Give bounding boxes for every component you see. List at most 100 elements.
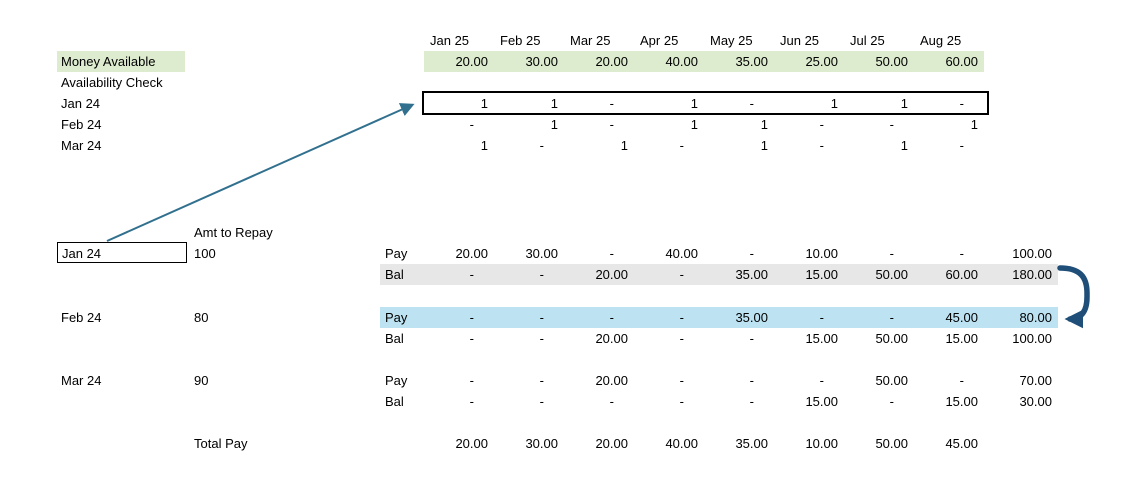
bal-cell[interactable]: - [539, 267, 544, 282]
check-cell[interactable]: - [679, 138, 684, 153]
bal-cell[interactable]: 15.00 [805, 331, 838, 346]
bal-cell[interactable]: - [609, 394, 614, 409]
bal-total-cell[interactable]: 30.00 [1019, 394, 1052, 409]
money-available-cell[interactable]: 20.00 [455, 54, 488, 69]
repay-amount-cell[interactable]: 90 [194, 373, 209, 388]
check-row-label[interactable]: Jan 24 [61, 96, 101, 111]
check-cell[interactable]: 1 [550, 96, 558, 111]
money-available-cell[interactable]: 60.00 [945, 54, 978, 69]
pay-cell[interactable]: 30.00 [525, 246, 558, 261]
check-cell[interactable]: - [469, 117, 474, 132]
total-pay-cell[interactable]: 45.00 [945, 436, 978, 451]
check-cell[interactable]: - [959, 96, 964, 111]
bal-cell[interactable]: - [679, 331, 684, 346]
pay-cell[interactable]: - [539, 310, 544, 325]
bal-cell[interactable]: - [679, 267, 684, 282]
bal-cell[interactable]: 20.00 [595, 331, 628, 346]
check-cell[interactable]: - [819, 117, 824, 132]
pay-cell[interactable]: 50.00 [875, 373, 908, 388]
pay-cell[interactable]: - [749, 373, 754, 388]
bal-cell[interactable]: - [469, 331, 474, 346]
bal-cell[interactable]: - [469, 394, 474, 409]
pay-cell[interactable]: - [959, 246, 964, 261]
check-cell[interactable]: - [609, 96, 614, 111]
month-header-cell[interactable]: May 25 [710, 33, 753, 48]
pay-total-cell[interactable]: 70.00 [1019, 373, 1052, 388]
month-header-cell[interactable]: Apr 25 [640, 33, 679, 48]
money-available-label[interactable]: Money Available [57, 51, 185, 72]
month-header-cell[interactable]: Jan 25 [430, 33, 470, 48]
bal-cell[interactable]: 60.00 [945, 267, 978, 282]
pay-cell[interactable]: - [679, 310, 684, 325]
total-pay-cell[interactable]: 35.00 [735, 436, 768, 451]
money-available-cell[interactable]: 35.00 [735, 54, 768, 69]
pay-label[interactable]: Pay [385, 373, 408, 388]
total-pay-cell[interactable]: 20.00 [455, 436, 488, 451]
bal-cell[interactable]: 15.00 [945, 394, 978, 409]
bal-cell[interactable]: - [679, 394, 684, 409]
bal-cell[interactable]: 15.00 [805, 267, 838, 282]
bal-cell[interactable]: - [469, 267, 474, 282]
pay-cell[interactable]: - [959, 373, 964, 388]
pay-cell[interactable]: - [609, 310, 614, 325]
check-cell[interactable]: - [609, 117, 614, 132]
pay-cell[interactable]: - [889, 246, 894, 261]
pay-cell[interactable]: 20.00 [455, 246, 488, 261]
check-cell[interactable]: - [819, 138, 824, 153]
check-cell[interactable]: 1 [900, 96, 908, 111]
check-row-label[interactable]: Mar 24 [61, 138, 102, 153]
bal-label[interactable]: Bal [385, 331, 404, 346]
bal-label[interactable]: Bal [385, 267, 404, 282]
bal-cell[interactable]: - [889, 394, 894, 409]
pay-cell[interactable]: 10.00 [805, 246, 838, 261]
money-available-cell[interactable]: 30.00 [525, 54, 558, 69]
pay-total-cell[interactable]: 100.00 [1012, 246, 1052, 261]
check-cell[interactable]: 1 [550, 117, 558, 132]
pay-cell[interactable]: - [819, 310, 824, 325]
bal-cell[interactable]: 15.00 [945, 331, 978, 346]
check-cell[interactable]: 1 [620, 138, 628, 153]
money-available-cell[interactable]: 40.00 [665, 54, 698, 69]
pay-label[interactable]: Pay [385, 246, 408, 261]
total-pay-cell[interactable]: 10.00 [805, 436, 838, 451]
check-cell[interactable]: - [539, 138, 544, 153]
money-available-cell[interactable]: 50.00 [875, 54, 908, 69]
check-cell[interactable]: 1 [480, 138, 488, 153]
repay-amount-cell[interactable]: 100 [194, 246, 216, 261]
check-cell[interactable]: 1 [900, 138, 908, 153]
pay-cell[interactable]: - [469, 373, 474, 388]
pay-cell[interactable]: - [539, 373, 544, 388]
money-available-cell[interactable]: 25.00 [805, 54, 838, 69]
bal-cell[interactable]: 35.00 [735, 267, 768, 282]
bal-cell[interactable]: 20.00 [595, 267, 628, 282]
pay-cell[interactable]: - [609, 246, 614, 261]
bal-total-cell[interactable]: 100.00 [1012, 331, 1052, 346]
bal-cell[interactable]: 50.00 [875, 267, 908, 282]
bal-cell[interactable]: - [749, 331, 754, 346]
check-cell[interactable]: 1 [760, 138, 768, 153]
check-cell[interactable]: 1 [690, 96, 698, 111]
bal-cell[interactable]: - [749, 394, 754, 409]
pay-cell[interactable]: - [889, 310, 894, 325]
pay-cell[interactable]: - [819, 373, 824, 388]
month-header-cell[interactable]: Aug 25 [920, 33, 962, 48]
pay-label[interactable]: Pay [385, 310, 408, 325]
check-cell[interactable]: - [749, 96, 754, 111]
check-cell[interactable]: 1 [690, 117, 698, 132]
check-cell[interactable]: - [889, 117, 894, 132]
bal-label[interactable]: Bal [385, 394, 404, 409]
check-cell[interactable]: 1 [830, 96, 838, 111]
pay-cell[interactable]: 35.00 [735, 310, 768, 325]
total-pay-cell[interactable]: 50.00 [875, 436, 908, 451]
repay-month-cell[interactable]: Jan 24 [57, 242, 187, 263]
pay-cell[interactable]: 40.00 [665, 246, 698, 261]
pay-cell[interactable]: - [749, 246, 754, 261]
check-cell[interactable]: 1 [970, 117, 978, 132]
total-pay-cell[interactable]: 30.00 [525, 436, 558, 451]
pay-total-cell[interactable]: 80.00 [1019, 310, 1052, 325]
month-header-cell[interactable]: Jun 25 [780, 33, 820, 48]
availability-check-label[interactable]: Availability Check [61, 75, 163, 90]
bal-cell[interactable]: 50.00 [875, 331, 908, 346]
amt-to-repay-header[interactable]: Amt to Repay [194, 225, 273, 240]
repay-month-cell[interactable]: Feb 24 [61, 310, 102, 325]
